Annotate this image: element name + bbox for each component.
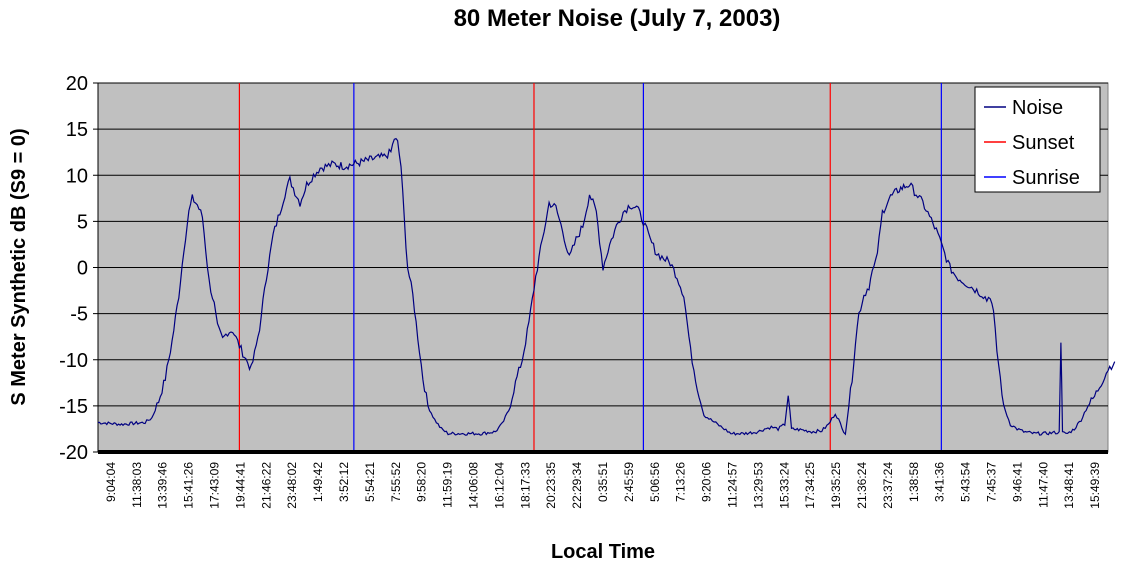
x-tick-label: 21:46:22 bbox=[259, 462, 273, 509]
y-tick-label: -15 bbox=[59, 396, 88, 418]
x-tick-label: 7:45:37 bbox=[985, 462, 999, 502]
x-tick-label: 1:49:42 bbox=[311, 462, 325, 502]
x-tick-label: 15:49:39 bbox=[1088, 462, 1102, 509]
x-tick-label: 17:34:25 bbox=[803, 462, 817, 509]
event-lines bbox=[238, 83, 942, 452]
x-tick-label: 15:41:26 bbox=[182, 462, 196, 509]
x-tick-label: 23:37:24 bbox=[881, 462, 895, 509]
y-axis-ticks: 20 15 10 5 0 -5 -10 -15 -20 bbox=[59, 73, 99, 464]
x-tick-label: 20:23:35 bbox=[544, 462, 558, 509]
x-tick-label: 0:35:51 bbox=[596, 462, 610, 502]
legend: Noise Sunset Sunrise bbox=[974, 86, 1101, 193]
x-tick-label: 9:58:20 bbox=[415, 462, 429, 502]
x-tick-label: 21:36:24 bbox=[855, 462, 869, 509]
x-tick-label: 23:48:02 bbox=[285, 462, 299, 509]
x-tick-label: 9:04:04 bbox=[104, 462, 118, 502]
x-tick-label: 5:43:54 bbox=[959, 462, 973, 502]
x-tick-label: 3:41:36 bbox=[933, 462, 947, 502]
x-tick-label: 22:29:34 bbox=[570, 462, 584, 509]
y-tick-label: 15 bbox=[66, 119, 88, 141]
x-tick-label: 11:24:57 bbox=[726, 462, 740, 508]
x-tick-label: 14:06:08 bbox=[467, 462, 481, 509]
y-axis-title: S Meter Synthetic dB (S9 = 0) bbox=[8, 128, 30, 405]
y-tick-label: 10 bbox=[66, 165, 88, 187]
x-tick-label: 11:59:19 bbox=[441, 462, 455, 508]
legend-sunrise-label: Sunrise bbox=[1012, 167, 1080, 189]
x-axis-ticks: 9:04:04 11:38:03 13:39:46 15:41:26 17:43:09 1… bbox=[104, 462, 1102, 509]
x-tick-label: 9:46:41 bbox=[1010, 462, 1024, 502]
noise-series-line bbox=[97, 137, 1116, 436]
x-tick-label: 7:13:26 bbox=[674, 462, 688, 502]
x-tick-label: 18:17:33 bbox=[518, 462, 532, 509]
x-tick-label: 13:29:53 bbox=[751, 462, 765, 509]
x-tick-label: 9:20:06 bbox=[700, 462, 714, 502]
chart-title: 80 Meter Noise (July 7, 2003) bbox=[454, 5, 781, 32]
x-tick-label: 1:38:58 bbox=[907, 462, 921, 502]
x-tick-label: 11:47:40 bbox=[1036, 462, 1050, 508]
x-tick-label: 11:38:03 bbox=[130, 462, 144, 508]
legend-box bbox=[974, 86, 1101, 193]
x-tick-label: 16:12:04 bbox=[492, 462, 506, 509]
x-tick-label: 17:43:09 bbox=[208, 462, 222, 509]
x-tick-label: 3:52:12 bbox=[337, 462, 351, 502]
x-tick-label: 5:06:56 bbox=[648, 462, 662, 502]
x-tick-label: 2:45:59 bbox=[622, 462, 636, 502]
x-tick-label: 15:33:24 bbox=[777, 462, 791, 509]
y-tick-label: -5 bbox=[70, 304, 88, 326]
x-tick-label: 7:55:52 bbox=[389, 462, 403, 502]
x-tick-label: 13:48:41 bbox=[1062, 462, 1076, 509]
y-tick-label: 5 bbox=[77, 211, 88, 233]
y-tick-label: -10 bbox=[59, 350, 88, 372]
legend-sunset-label: Sunset bbox=[1012, 132, 1075, 154]
legend-noise-label: Noise bbox=[1012, 97, 1063, 119]
y-tick-label: -20 bbox=[59, 442, 88, 464]
x-tick-label: 19:35:25 bbox=[829, 462, 843, 509]
y-tick-label: 20 bbox=[66, 73, 88, 95]
x-tick-label: 19:44:41 bbox=[233, 462, 247, 509]
x-tick-label: 13:39:46 bbox=[156, 462, 170, 509]
x-tick-label: 5:54:21 bbox=[363, 462, 377, 502]
x-axis-title: Local Time bbox=[551, 541, 655, 563]
y-tick-label: 0 bbox=[77, 258, 88, 280]
